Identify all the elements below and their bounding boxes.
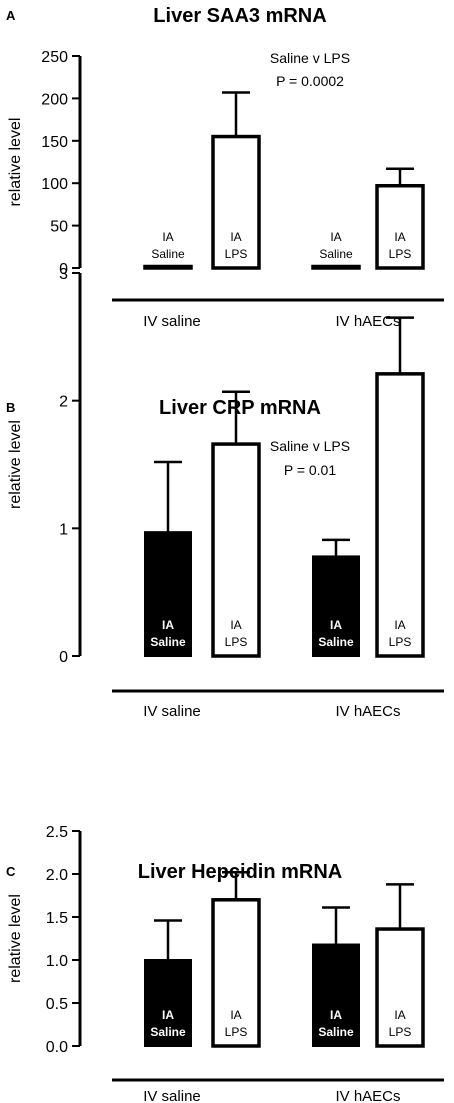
y-tick-label: 1.5 bbox=[46, 910, 68, 927]
y-tick-label: 0 bbox=[59, 261, 68, 278]
panel-letter: C bbox=[6, 864, 16, 879]
bar bbox=[144, 959, 192, 1047]
y-tick-label: 100 bbox=[41, 176, 68, 193]
y-axis-label: relative level bbox=[7, 118, 24, 207]
y-tick-label: 2 bbox=[59, 394, 68, 411]
y-tick-label: 150 bbox=[41, 134, 68, 151]
y-axis-label: relative level bbox=[7, 894, 24, 983]
bar-label: IA bbox=[330, 618, 342, 632]
y-tick-label: 3 bbox=[59, 266, 68, 283]
bar bbox=[311, 264, 361, 270]
bar-label: IA bbox=[230, 618, 241, 632]
y-tick-label: 0 bbox=[59, 649, 68, 666]
bar-label: LPS bbox=[225, 1025, 248, 1039]
bar bbox=[375, 372, 425, 658]
y-tick-label: 1.0 bbox=[46, 953, 68, 970]
bar-label: IA bbox=[330, 230, 341, 244]
bar-label: LPS bbox=[389, 247, 412, 261]
y-axis-label: relative level bbox=[7, 420, 24, 509]
bar-label: IA bbox=[394, 1008, 405, 1022]
y-tick-label: 1 bbox=[59, 521, 68, 538]
group-label: IV saline bbox=[143, 313, 201, 330]
y-tick-label: 250 bbox=[41, 49, 68, 66]
panel-letter: B bbox=[6, 400, 15, 415]
annotation-text: P = 0.0002 bbox=[276, 73, 344, 89]
y-tick-label: 0.0 bbox=[46, 1039, 68, 1056]
bar-label: LPS bbox=[225, 247, 248, 261]
bar bbox=[312, 555, 360, 657]
y-tick-label: 2.0 bbox=[46, 867, 68, 884]
bar bbox=[143, 264, 193, 270]
bar-label: IA bbox=[162, 1008, 174, 1022]
bar-label: IA bbox=[230, 230, 241, 244]
bar bbox=[211, 134, 261, 270]
bar bbox=[312, 943, 360, 1048]
y-tick-label: 0.5 bbox=[46, 996, 68, 1013]
bar-label: IA bbox=[394, 618, 405, 632]
y-tick-label: 50 bbox=[50, 219, 68, 236]
chart-title: Liver SAA3 mRNA bbox=[153, 5, 326, 27]
chart-title: Liver CRP mRNA bbox=[159, 397, 321, 419]
annotation-text: Saline v LPS bbox=[270, 438, 350, 454]
group-label: IV hAECs bbox=[335, 313, 400, 330]
bar bbox=[375, 927, 425, 1048]
group-label: IV hAECs bbox=[335, 1088, 400, 1103]
panel-letter: A bbox=[6, 8, 16, 23]
annotation-text: Saline v LPS bbox=[270, 50, 350, 66]
bar bbox=[144, 531, 192, 657]
bar-label: LPS bbox=[225, 635, 248, 649]
bar-label: IA bbox=[162, 618, 174, 632]
bar-label: Saline bbox=[150, 1025, 186, 1039]
bar bbox=[211, 442, 261, 658]
bar-label: Saline bbox=[151, 247, 185, 261]
bar bbox=[211, 898, 261, 1048]
bar-label: IA bbox=[330, 1008, 342, 1022]
bar-label: LPS bbox=[389, 635, 412, 649]
bar-label: IA bbox=[394, 230, 405, 244]
group-label: IV saline bbox=[143, 703, 201, 720]
y-tick-label: 200 bbox=[41, 91, 68, 108]
bar bbox=[375, 183, 425, 270]
bar-label: Saline bbox=[318, 635, 354, 649]
group-label: IV hAECs bbox=[335, 703, 400, 720]
group-label: IV saline bbox=[143, 1088, 201, 1103]
bar-label: Saline bbox=[318, 1025, 354, 1039]
y-tick-label: 2.5 bbox=[46, 824, 68, 841]
bar-label: Saline bbox=[150, 635, 186, 649]
bar-label: LPS bbox=[389, 1025, 412, 1039]
bar-label: IA bbox=[230, 1008, 241, 1022]
bar-label: Saline bbox=[319, 247, 353, 261]
annotation-text: P = 0.01 bbox=[284, 462, 337, 478]
bar-label: IA bbox=[162, 230, 173, 244]
